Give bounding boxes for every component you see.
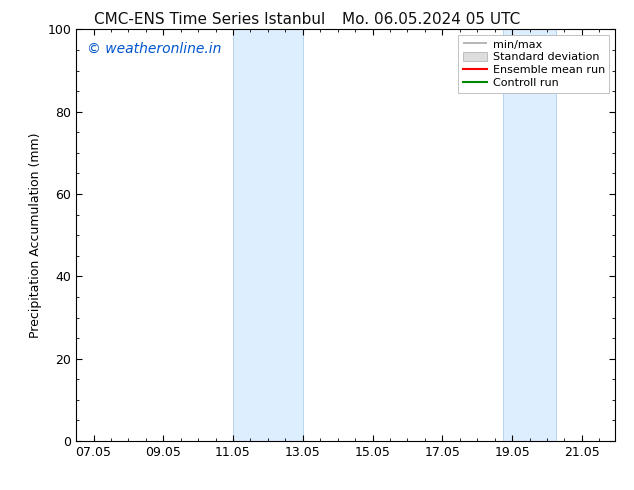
Bar	[233, 29, 303, 441]
Y-axis label: Precipitation Accumulation (mm): Precipitation Accumulation (mm)	[29, 132, 42, 338]
Legend: min/max, Standard deviation, Ensemble mean run, Controll run: min/max, Standard deviation, Ensemble me…	[458, 35, 609, 93]
Text: Mo. 06.05.2024 05 UTC: Mo. 06.05.2024 05 UTC	[342, 12, 521, 27]
Bar	[503, 29, 555, 441]
Text: CMC-ENS Time Series Istanbul: CMC-ENS Time Series Istanbul	[94, 12, 325, 27]
Text: © weatheronline.in: © weatheronline.in	[87, 42, 221, 56]
